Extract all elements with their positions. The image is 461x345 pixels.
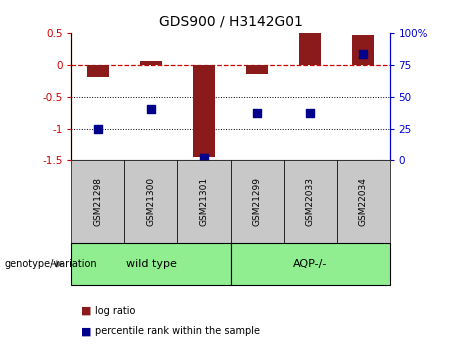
Point [94, 126, 101, 131]
Point [359, 52, 366, 57]
Point [148, 107, 155, 112]
Text: log ratio: log ratio [95, 306, 135, 315]
Text: GSM21299: GSM21299 [253, 177, 261, 226]
Text: GSM21301: GSM21301 [200, 177, 208, 226]
Bar [352, 35, 373, 65]
Text: ■: ■ [81, 306, 91, 315]
Text: genotype/variation: genotype/variation [5, 259, 97, 269]
Text: GSM22033: GSM22033 [306, 177, 314, 226]
Bar [193, 65, 214, 157]
Text: GSM22034: GSM22034 [359, 177, 367, 226]
Bar [87, 65, 108, 77]
Bar [299, 33, 320, 65]
Title: GDS900 / H3142G01: GDS900 / H3142G01 [159, 15, 302, 29]
Text: AQP-/-: AQP-/- [293, 259, 327, 269]
Text: ■: ■ [81, 326, 91, 336]
Bar [246, 65, 267, 74]
Bar [140, 61, 161, 65]
Text: GSM21298: GSM21298 [94, 177, 102, 226]
Text: wild type: wild type [125, 259, 177, 269]
Point [254, 110, 261, 116]
Point [200, 155, 207, 161]
Point [306, 110, 313, 116]
Text: percentile rank within the sample: percentile rank within the sample [95, 326, 260, 336]
Text: GSM21300: GSM21300 [147, 177, 155, 226]
